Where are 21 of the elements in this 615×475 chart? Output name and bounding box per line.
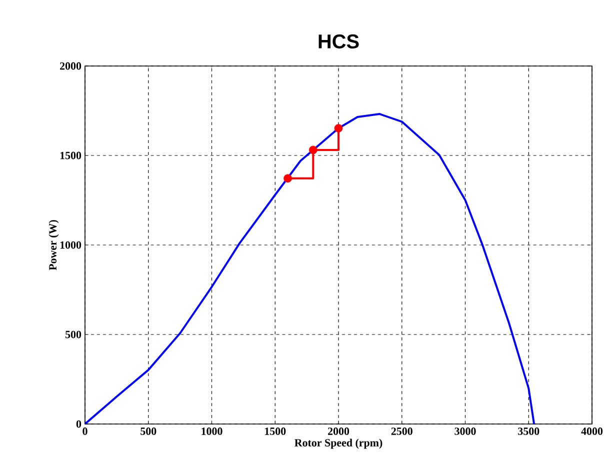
x-tick-label: 2500 [391, 428, 412, 435]
point [334, 124, 343, 132]
x-tick-label: 1000 [202, 428, 222, 435]
y-tick-label: 1000 [60, 241, 82, 249]
point [308, 146, 318, 154]
x-tick-label: 3500 [518, 428, 540, 435]
x-tick-label: 2000 [328, 428, 350, 435]
x-tick-label: 0 [82, 428, 88, 435]
y-tick-label: 2000 [60, 62, 82, 70]
x-tick-label: 4000 [581, 428, 603, 435]
point [284, 174, 292, 183]
x-axis-title: Rotor Speed (rpm) [294, 438, 382, 449]
x-tick-label: 500 [140, 428, 156, 435]
x-tick-label: 3000 [454, 428, 476, 435]
line-series [85, 112, 536, 424]
chart-title: HCS [318, 34, 359, 48]
y-axis-title: Power (W) [48, 220, 59, 270]
y-tick-label: 0 [76, 420, 82, 428]
y-tick-label: 1500 [60, 152, 82, 160]
x-tick-label: 1500 [265, 428, 286, 435]
y-tick-label: 500 [65, 330, 82, 338]
